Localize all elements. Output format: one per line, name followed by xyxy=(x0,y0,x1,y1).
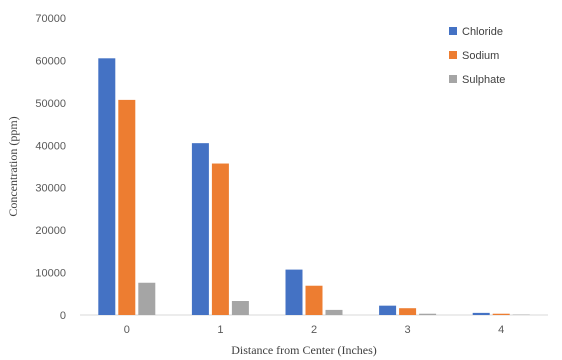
x-tick-label: 0 xyxy=(124,324,130,336)
legend-swatch-sodium xyxy=(449,51,457,59)
x-tick-label: 4 xyxy=(498,324,504,336)
bar-sulphate-0 xyxy=(138,282,156,315)
x-tick-label: 2 xyxy=(311,324,317,336)
y-tick-label: 40000 xyxy=(35,140,66,152)
x-axis-title: Distance from Center (Inches) xyxy=(231,343,377,357)
legend-swatch-sulphate xyxy=(449,75,457,83)
x-tick-label: 1 xyxy=(217,324,223,336)
bars xyxy=(98,58,530,316)
bar-sulphate-1 xyxy=(231,300,249,315)
y-tick-label: 20000 xyxy=(35,225,66,237)
bar-sulphate-3 xyxy=(419,313,437,315)
y-tick-label: 70000 xyxy=(35,13,66,25)
bar-chloride-2 xyxy=(285,269,303,315)
bar-sodium-2 xyxy=(305,285,323,315)
bar-sodium-4 xyxy=(492,313,510,315)
bar-sodium-1 xyxy=(211,163,229,315)
y-tick-label: 50000 xyxy=(35,98,66,110)
legend-label-sodium: Sodium xyxy=(462,50,499,62)
y-tick-label: 60000 xyxy=(35,55,66,67)
legend: Chloride Sodium Sulphate xyxy=(449,26,505,86)
y-tick-label: 0 xyxy=(60,310,66,322)
bar-sulphate-2 xyxy=(325,309,343,315)
bar-sodium-0 xyxy=(118,99,136,315)
y-tick-label: 10000 xyxy=(35,268,66,280)
y-axis-ticks: 0 10000 20000 30000 40000 50000 60000 70000 xyxy=(35,13,66,322)
y-axis-title: Concentration (ppm) xyxy=(6,116,20,216)
x-axis-ticks: 0 1 2 3 4 xyxy=(124,324,505,336)
y-tick-label: 30000 xyxy=(35,183,66,195)
bar-chloride-1 xyxy=(191,143,209,315)
bar-chloride-0 xyxy=(98,58,116,316)
x-tick-label: 3 xyxy=(405,324,411,336)
bar-chloride-3 xyxy=(379,305,397,315)
bar-sodium-3 xyxy=(399,308,417,315)
legend-swatch-chloride xyxy=(449,27,457,35)
bar-chloride-4 xyxy=(472,312,490,315)
legend-label-chloride: Chloride xyxy=(462,26,503,38)
legend-label-sulphate: Sulphate xyxy=(462,74,505,86)
